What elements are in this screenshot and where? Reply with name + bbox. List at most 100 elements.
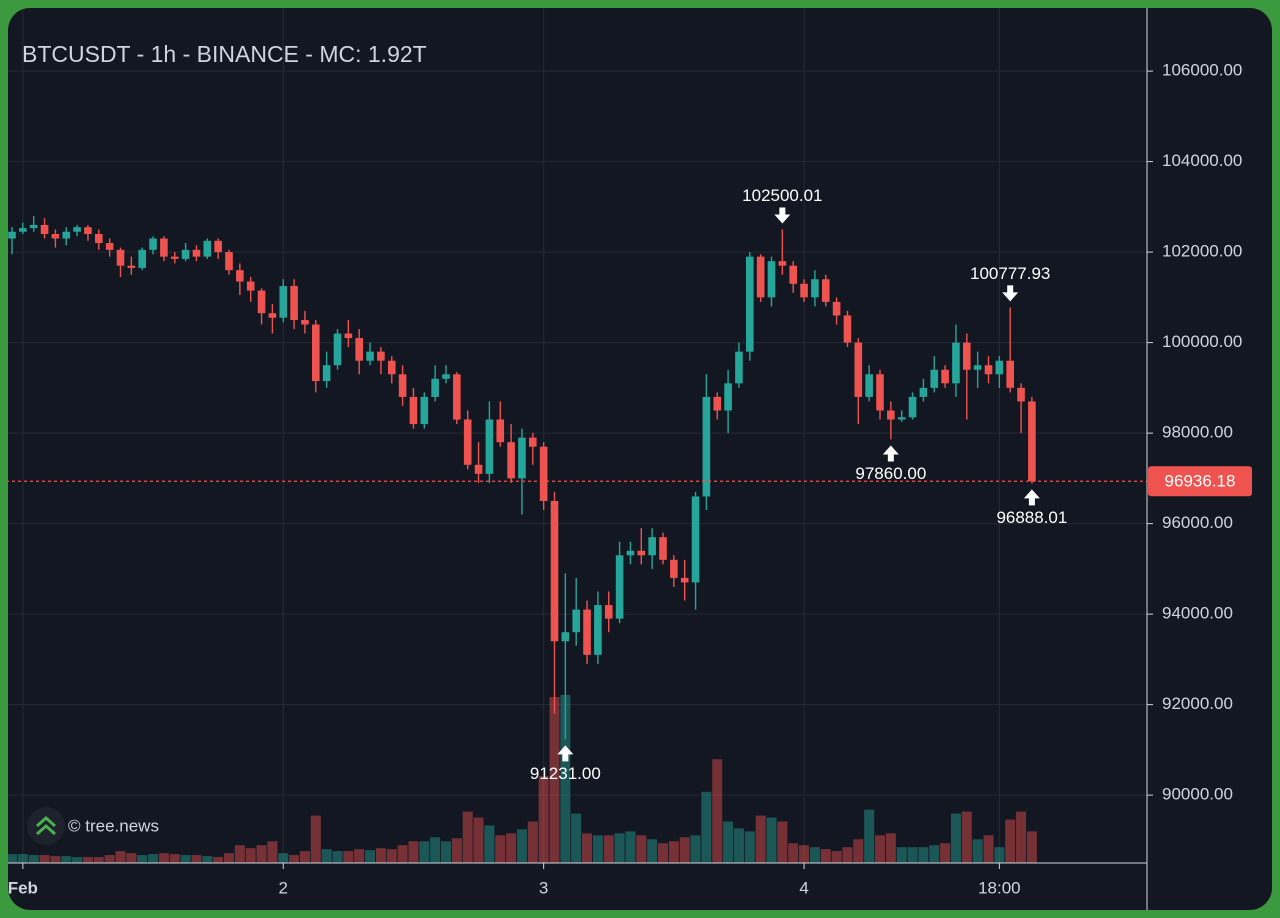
volume-bar — [104, 855, 115, 863]
candle-body — [887, 410, 895, 420]
candle-body — [387, 360, 396, 375]
y-tick-label: 96000.00 — [1162, 513, 1233, 532]
candle-body — [312, 324, 320, 382]
candle-body — [51, 233, 60, 239]
candle-body — [561, 632, 570, 642]
candle-body — [908, 396, 917, 418]
candle-body — [84, 227, 92, 234]
volume-bar — [495, 835, 506, 863]
candle-body — [105, 243, 114, 250]
volume-bar — [799, 845, 810, 863]
volume-bar — [158, 853, 169, 863]
candle-body — [550, 500, 559, 642]
candle-body — [149, 238, 157, 250]
high-arrow — [1002, 285, 1019, 302]
candle-body — [160, 238, 168, 257]
candle-body — [225, 252, 233, 271]
candle-body — [485, 419, 494, 474]
candle-body — [366, 351, 374, 361]
candle-body — [95, 233, 103, 244]
volume-bar — [50, 856, 61, 863]
candle-body — [19, 228, 27, 232]
y-tick-label: 90000.00 — [1162, 785, 1233, 804]
candle-body — [832, 301, 841, 316]
volume-bar — [788, 843, 799, 863]
volume-bar — [972, 839, 983, 863]
candle-body — [995, 360, 1004, 375]
x-tick-label: 2 — [279, 878, 288, 897]
candle-body — [203, 240, 212, 257]
volume-bar — [1026, 831, 1037, 863]
candle-body — [420, 396, 429, 425]
candle-body — [409, 396, 418, 425]
candle-body — [789, 265, 797, 284]
candle-body — [301, 319, 309, 325]
volume-bar — [538, 776, 549, 863]
volume-bar — [820, 849, 831, 863]
low-label: 91231.00 — [530, 764, 601, 783]
candle-body — [930, 369, 939, 388]
volume-bar — [267, 841, 278, 863]
candle-body — [529, 437, 537, 447]
candle-body — [236, 270, 244, 282]
high-label: 100777.93 — [970, 264, 1050, 283]
volume-bar — [516, 829, 527, 863]
volume-bar — [994, 847, 1005, 863]
volume-bar — [332, 851, 343, 863]
candle-body — [62, 231, 71, 239]
candle-body — [214, 240, 222, 253]
candle-body — [984, 365, 993, 375]
volume-bar — [17, 854, 28, 863]
volume-bar — [256, 845, 267, 863]
volume-bar — [61, 856, 72, 863]
candle-body — [702, 396, 711, 497]
candle-body — [615, 555, 624, 619]
candle-body — [876, 374, 884, 411]
candle-body — [767, 261, 776, 298]
volume-bar — [603, 835, 614, 863]
candle-body — [192, 249, 201, 257]
low-label: 96888.01 — [996, 508, 1067, 527]
y-tick-label: 100000.00 — [1162, 332, 1242, 351]
candle-body — [463, 419, 472, 465]
last-price-box — [1148, 466, 1252, 497]
volume-bar — [451, 838, 462, 863]
volume-bar — [506, 833, 517, 863]
candle-body — [778, 261, 787, 266]
candle-body — [843, 315, 852, 343]
volume-bar — [560, 695, 571, 863]
volume-bar — [365, 850, 376, 863]
volume-bar — [527, 821, 538, 863]
volume-bar — [234, 845, 245, 863]
watermark: © tree.news — [68, 816, 159, 835]
volume-bar — [278, 853, 289, 863]
candle-body — [507, 442, 515, 479]
candle-body — [29, 224, 38, 229]
volume-bar — [137, 855, 148, 863]
candle-body — [322, 365, 331, 382]
candle-body — [594, 605, 602, 655]
volume-bar — [1005, 819, 1016, 863]
volume-bar — [658, 843, 668, 863]
candle-body — [973, 365, 982, 370]
volume-bar — [354, 849, 365, 863]
volume-bar — [72, 857, 83, 863]
volume-bar — [180, 855, 191, 863]
volume-bar — [755, 815, 766, 863]
candle-body — [170, 256, 179, 259]
volume-bar — [582, 833, 593, 863]
volume-bar — [430, 837, 441, 863]
volume-bar — [831, 851, 842, 863]
candle-body — [333, 333, 342, 366]
candle-body — [604, 605, 613, 619]
candle-body — [713, 396, 722, 411]
volume-bar — [842, 847, 853, 863]
chart: 90000.00 92000.00 94000.00 96000.00 98000.00… — [8, 8, 1252, 910]
low-arrow — [882, 445, 899, 462]
volume-bar — [647, 839, 658, 863]
candle-body — [257, 290, 266, 314]
volume-bar — [864, 809, 875, 863]
volume-bar — [571, 813, 582, 863]
volume-bar — [940, 843, 951, 863]
y-tick-label: 94000.00 — [1162, 604, 1233, 623]
